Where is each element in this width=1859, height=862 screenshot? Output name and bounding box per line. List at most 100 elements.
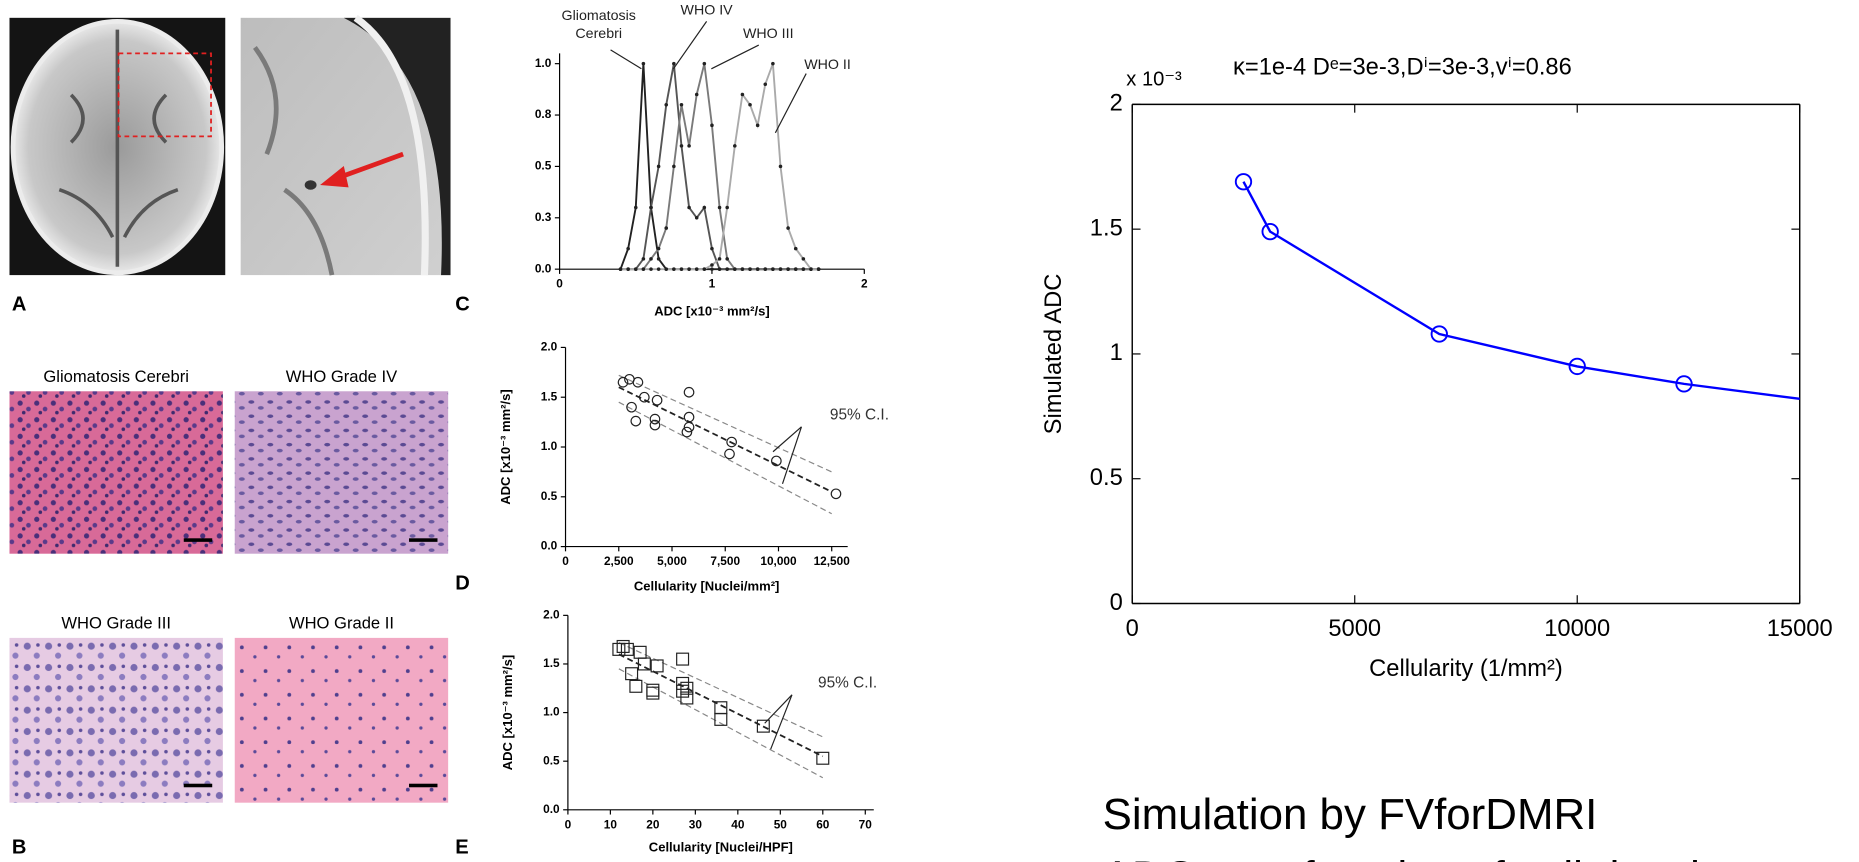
marker <box>649 419 661 431</box>
x-tick-label: 10000 <box>1544 616 1610 642</box>
marker <box>679 144 684 148</box>
marker <box>733 267 737 271</box>
marker <box>694 216 699 220</box>
marker <box>748 102 752 107</box>
x-axis-label: Cellularity [Nuclei/HPF] <box>649 839 793 854</box>
marker <box>717 257 722 261</box>
marker <box>683 386 695 398</box>
x-tick-label: 0 <box>556 277 563 291</box>
series-label: WHO III <box>743 26 794 42</box>
marker <box>664 102 669 107</box>
x-axis-label: Cellularity (1/mm²) <box>1369 656 1563 682</box>
marker <box>756 719 770 733</box>
marker <box>672 267 676 271</box>
chart: 0 10 20 30 40 50 60 70 0.0 0.5 1.0 1.5 2.0 Cellularit… <box>500 607 877 854</box>
marker <box>650 659 664 673</box>
histology-label: Gliomatosis Cerebri <box>43 367 189 386</box>
leader-line <box>781 426 803 484</box>
marker <box>771 267 775 271</box>
y-tick-label: 0.3 <box>535 210 552 224</box>
marker <box>702 267 707 271</box>
y-axis-label: ADC [x10⁻³ mm²/s] <box>498 389 513 505</box>
series-line <box>1242 181 1800 401</box>
marker <box>676 652 690 666</box>
y-tick-label: 1.5 <box>1090 215 1123 241</box>
x-axis-label: ADC [x10⁻³ mm²/s] <box>654 303 770 318</box>
leader-line <box>610 49 642 70</box>
panel-letter: D <box>455 572 470 594</box>
marker <box>687 144 691 148</box>
marker <box>771 61 775 66</box>
leader-line <box>772 426 802 453</box>
marker <box>801 257 806 261</box>
marker <box>632 376 644 388</box>
panel-letter: A <box>12 294 27 316</box>
marker <box>656 267 661 271</box>
mri-images <box>9 14 451 276</box>
marker <box>786 226 790 230</box>
marker <box>726 436 737 448</box>
histology-image <box>234 637 449 803</box>
x-tick-label: 7,500 <box>710 554 740 568</box>
marker <box>1430 325 1448 343</box>
marker <box>633 205 638 210</box>
marker <box>641 61 646 66</box>
leader-line <box>672 21 708 70</box>
caption: Simulation by FVforDMRI <box>1103 790 1598 839</box>
marker <box>641 257 646 261</box>
x-tick-label: 10,000 <box>760 554 797 568</box>
marker <box>637 657 651 671</box>
marker <box>748 267 752 271</box>
marker <box>664 267 669 271</box>
marker <box>626 246 630 251</box>
marker <box>710 246 714 251</box>
y-tick-label: 2.0 <box>543 607 560 621</box>
marker <box>626 267 630 271</box>
marker <box>793 246 798 251</box>
marker <box>680 691 694 705</box>
marker <box>687 205 691 210</box>
marker <box>656 246 661 251</box>
y-tick-label: 0.0 <box>535 261 552 275</box>
chart: 0 2,500 5,000 7,500 10,000 12,500 0.0 0.5 1.0 1.5… <box>498 340 889 594</box>
x-tick-label: 15000 <box>1767 616 1833 642</box>
chart: 0 1 2 0.0 0.3 0.5 0.8 1.0 ADC [x10⁻³ mm²/s] Gliom… <box>535 2 868 318</box>
series-label-text: Gliomatosis Cerebri <box>561 7 636 42</box>
y-tick-label: 0.5 <box>543 753 560 767</box>
x-tick-label: 20 <box>646 817 660 831</box>
marker <box>725 267 729 271</box>
marker <box>672 164 676 169</box>
marker <box>616 639 630 653</box>
marker <box>651 394 663 406</box>
marker <box>793 267 798 271</box>
y-axis-label: Simulated ADC <box>1041 274 1067 435</box>
y-tick-label: 1.0 <box>535 56 552 70</box>
x-tick-label: 10 <box>604 817 618 831</box>
marker <box>710 263 714 267</box>
marker <box>710 267 714 271</box>
marker <box>710 123 714 128</box>
histology-images: Gliomatosis Cerebri WHO Grade IV WHO Gra… <box>9 367 449 803</box>
x-tick-label: 30 <box>689 817 703 831</box>
marker <box>725 205 729 210</box>
y-tick-label: 0 <box>1110 590 1123 616</box>
y-tick-label: 0.0 <box>541 539 558 553</box>
histology-label: WHO Grade II <box>289 613 394 632</box>
marker <box>681 426 693 438</box>
marker <box>1568 357 1586 376</box>
y-tick-label: 0.0 <box>543 802 560 816</box>
x-tick-label: 5,000 <box>657 554 687 568</box>
scale-bar <box>183 783 213 788</box>
histology-image <box>9 391 223 554</box>
x-axis-label: Cellularity [Nuclei/mm²] <box>634 578 780 593</box>
marker <box>740 92 745 97</box>
marker <box>763 82 768 86</box>
marker <box>724 448 735 460</box>
x-tick-label: 1 <box>709 277 716 291</box>
skull-edge <box>343 17 451 276</box>
marker <box>649 205 653 210</box>
marker <box>830 488 842 500</box>
marker <box>641 267 646 271</box>
marker <box>676 676 690 690</box>
